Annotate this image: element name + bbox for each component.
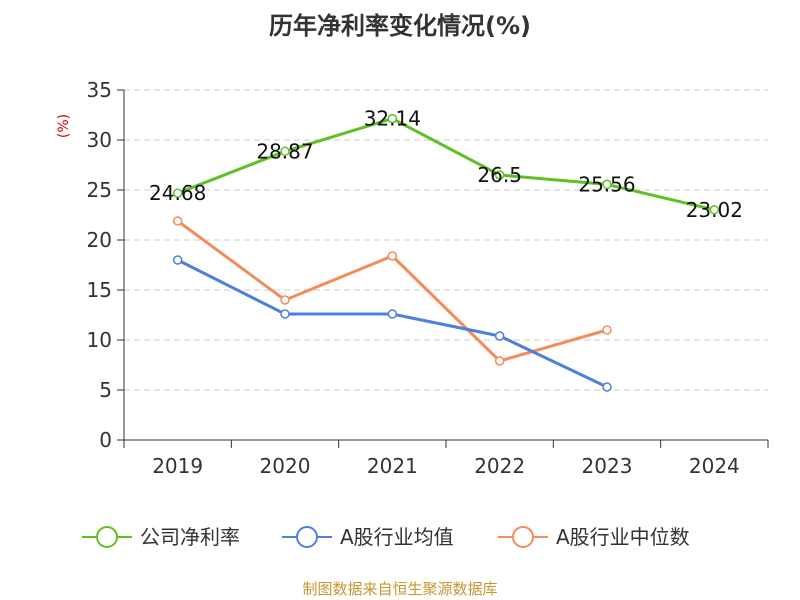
y-tick-label: 0: [99, 428, 112, 452]
axes: 0 5 10 15 20 25 30 35 2019 2020 2021 2022 2023 2024: [87, 78, 769, 478]
data-point: [387, 309, 398, 319]
x-tick-label: 2021: [367, 454, 418, 478]
y-tick-label: 35: [87, 78, 112, 102]
y-tick-label: 15: [87, 278, 112, 302]
data-point: [387, 113, 398, 124]
y-tick-label: 25: [87, 178, 112, 202]
data-point: [172, 255, 183, 265]
legend-marker-icon: [512, 526, 534, 548]
legend-label: A股行业均值: [340, 525, 454, 549]
data-label: 24.68: [149, 181, 206, 205]
data-label: 28.87: [256, 139, 313, 163]
y-axis-unit-label: (%): [56, 114, 72, 138]
legend-marker-icon: [96, 526, 118, 548]
data-point: [602, 382, 612, 392]
data-label: 32.14: [364, 107, 421, 131]
y-tick-label: 30: [87, 128, 112, 152]
data-point: [494, 356, 505, 366]
source-note: 制图数据来自恒生聚源数据库: [302, 580, 497, 598]
data-point: [280, 309, 290, 319]
x-tick-label: 2022: [474, 454, 525, 478]
data-label: 26.5: [477, 163, 522, 187]
series-layer: [172, 113, 720, 392]
data-point: [172, 216, 183, 226]
data-point: [494, 170, 505, 180]
legend-item: 公司净利率: [82, 525, 240, 549]
legend-item: A股行业均值: [282, 525, 454, 549]
series-line-1: [176, 258, 608, 389]
series-line-0: [177, 117, 715, 212]
y-tick-label: 10: [87, 328, 112, 352]
data-label: 25.56: [578, 172, 635, 196]
grid-lines: [124, 89, 768, 391]
x-tick-label: 2023: [582, 454, 633, 478]
data-point: [387, 251, 398, 261]
data-point: [280, 146, 290, 157]
data-point: [709, 205, 720, 215]
chart-title: 历年净利率变化情况(%): [269, 12, 531, 40]
data-labels: 24.68 28.87 32.14 26.5 25.56 23.02: [149, 107, 743, 222]
x-tick-label: 2024: [689, 454, 740, 478]
data-point: [280, 295, 290, 305]
legend: 公司净利率 A股行业均值 A股行业中位数: [82, 525, 690, 549]
legend-marker-icon: [296, 526, 318, 548]
x-tick-label: 2020: [260, 454, 311, 478]
legend-label: A股行业中位数: [556, 525, 690, 549]
data-label: 23.02: [686, 198, 743, 222]
legend-label: 公司净利率: [140, 525, 240, 549]
legend-item: A股行业中位数: [498, 525, 690, 549]
data-point: [602, 179, 612, 190]
y-tick-label: 20: [87, 228, 112, 252]
data-point: [494, 331, 505, 341]
data-point: [172, 188, 183, 198]
y-tick-label: 5: [99, 378, 112, 402]
x-tick-label: 2019: [152, 454, 203, 478]
data-point: [602, 325, 612, 335]
